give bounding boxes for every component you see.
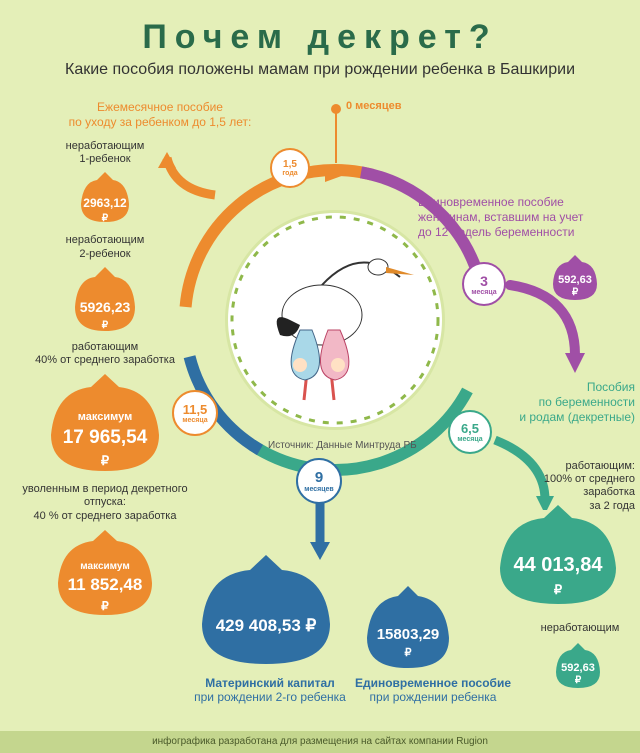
source-label: Источник: Данные Минтруда РБ bbox=[268, 440, 417, 451]
rub-icon: ₽ bbox=[102, 213, 108, 224]
zero-lead bbox=[335, 108, 337, 163]
maternity-l1: Пособия bbox=[500, 380, 635, 395]
matcap-l1: Материнский капитал bbox=[190, 676, 350, 690]
teal-small-value: 592,63 bbox=[561, 662, 595, 674]
onetime-reg-l3: до 12 недель беременности bbox=[418, 225, 628, 240]
bag4-value: 11 852,48 bbox=[68, 575, 143, 594]
rub-icon: ₽ bbox=[102, 320, 108, 331]
bag-orange-2: 5926,23 ₽ bbox=[20, 263, 190, 335]
badge-unit: месяца bbox=[471, 289, 496, 296]
bag2-label2: 2-ребенок bbox=[20, 248, 190, 261]
badge-1-5y: 1,5 года bbox=[270, 148, 310, 188]
zero-label: 0 месяцев bbox=[346, 100, 401, 113]
bag4-prefix: максимум bbox=[80, 561, 130, 572]
badge-num: 6,5 bbox=[461, 421, 479, 436]
bag3-label2: 40% от среднего заработка bbox=[20, 354, 190, 367]
matcap-value: 429 408,53 ₽ bbox=[216, 616, 317, 635]
bag-orange-1: 2963,12 ₽ bbox=[20, 168, 190, 228]
rub-icon: ₽ bbox=[554, 582, 562, 597]
onetime-reg-l1: Единовременное пособие bbox=[418, 195, 628, 210]
badge-unit: года bbox=[282, 170, 297, 177]
maternity-title: Пособия по беременности и родам (декретн… bbox=[500, 380, 635, 425]
badge-num: 3 bbox=[480, 273, 488, 289]
leaf-ring bbox=[225, 210, 445, 430]
page-title: Почем декрет? bbox=[0, 0, 640, 57]
matcap-l2: при рождении 2-го ребенка bbox=[190, 690, 350, 704]
bag2-value: 5926,23 bbox=[80, 299, 131, 315]
bag-orange-4: максимум 11 852,48 ₽ bbox=[20, 525, 190, 623]
bag3-label1: работающим bbox=[20, 341, 190, 354]
rub-icon: ₽ bbox=[101, 599, 109, 613]
footer: инфографика разработана для размещения н… bbox=[0, 731, 640, 753]
bag-purple: 592,63 ₽ bbox=[545, 252, 605, 306]
rub-icon: ₽ bbox=[575, 675, 581, 686]
bag1-value: 2963,12 bbox=[83, 196, 126, 210]
badge-unit: месяцев bbox=[304, 486, 333, 493]
bag-blue-matcap: 429 408,53 ₽ bbox=[190, 550, 342, 670]
monthly-title-l2: по уходу за ребенком до 1,5 лет: bbox=[55, 115, 265, 130]
maternity-l2: по беременности bbox=[500, 395, 635, 410]
bag4-label2: 40 % от среднего заработка bbox=[20, 510, 190, 523]
onetime-reg-l2: женщинам, вставшим на учет bbox=[418, 210, 628, 225]
badge-3m: 3 месяца bbox=[462, 262, 506, 306]
monthly-title-l1: Ежемесячное пособие bbox=[55, 100, 265, 115]
badge-unit: месяца bbox=[457, 436, 482, 443]
bag4-label1: уволенным в период декретного отпуска: bbox=[20, 483, 190, 509]
birth-label: Единовременное пособие при рождении ребе… bbox=[348, 676, 518, 705]
purple-value: 592,63 bbox=[558, 274, 592, 286]
bag3-value: 17 965,54 bbox=[63, 427, 148, 448]
rub-icon: ₽ bbox=[101, 453, 109, 468]
birth-l2: при рождении ребенка bbox=[348, 690, 518, 704]
badge-num: 9 bbox=[315, 469, 323, 486]
badge-num: 1,5 bbox=[283, 159, 297, 170]
bag1-label2: 1-ребенок bbox=[20, 153, 190, 166]
rub-icon: ₽ bbox=[572, 287, 578, 298]
maternity-nonworking: неработающим bbox=[530, 622, 630, 635]
rub-icon: ₽ bbox=[404, 647, 411, 659]
bag1-label1: неработающим bbox=[20, 140, 190, 153]
bag-blue-birth: 15803,29 ₽ bbox=[358, 582, 458, 674]
teal-value: 44 013,84 bbox=[514, 554, 603, 576]
zero-dot bbox=[331, 104, 341, 114]
maternity-l3: и родам (декретные) bbox=[500, 410, 635, 425]
badge-6-5m: 6,5 месяца bbox=[448, 410, 492, 454]
mw-l1: работающим: bbox=[505, 460, 635, 473]
bag-teal-big: 44 013,84 ₽ bbox=[488, 500, 628, 610]
bag-orange-3: максимум 17 965,54 ₽ bbox=[20, 369, 190, 477]
birth-l1: Единовременное пособие bbox=[348, 676, 518, 690]
onetime-reg-title: Единовременное пособие женщинам, вставши… bbox=[418, 195, 628, 240]
matcap-label: Материнский капитал при рождении 2-го ре… bbox=[190, 676, 350, 705]
badge-9m: 9 месяцев bbox=[296, 458, 342, 504]
bag2-label1: неработающим bbox=[20, 234, 190, 247]
page-subtitle: Какие пособия положены мамам при рождени… bbox=[0, 61, 640, 79]
bag-teal-small: 592,63 ₽ bbox=[548, 640, 608, 694]
birth-value: 15803,29 bbox=[377, 626, 440, 643]
monthly-title: Ежемесячное пособие по уходу за ребенком… bbox=[55, 100, 265, 130]
orange-column: неработающим 1-ребенок 2963,12 ₽ неработ… bbox=[20, 140, 190, 623]
bag3-prefix: максимум bbox=[78, 411, 132, 423]
mw-l2: 100% от среднего заработка bbox=[505, 473, 635, 499]
